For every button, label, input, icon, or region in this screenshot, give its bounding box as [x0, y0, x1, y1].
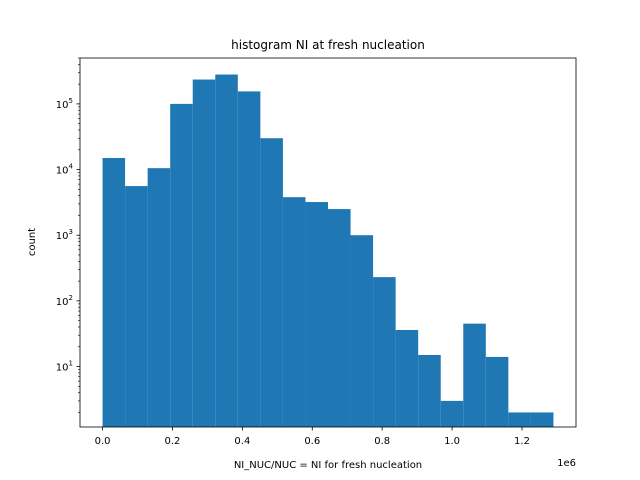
histogram-bar	[282, 197, 306, 427]
histogram-bar	[440, 400, 464, 427]
y-axis-label: count	[27, 228, 38, 256]
x-tick-label: 0.8	[374, 436, 390, 447]
histogram-bar	[350, 235, 374, 427]
y-tick-label: 104	[56, 163, 74, 177]
histogram-bar	[102, 157, 126, 428]
y-tick-label: 105	[56, 97, 73, 111]
histogram-bar	[215, 74, 238, 427]
x-tick-label: 0.0	[95, 436, 111, 447]
histogram-bar	[508, 412, 531, 427]
x-axis-label: NI_NUC/NUC = NI for fresh nucleation	[234, 460, 422, 471]
histogram-bar	[395, 330, 419, 427]
histogram-bar	[125, 186, 148, 427]
y-tick-label: 101	[56, 360, 73, 374]
y-tick-label: 102	[56, 294, 73, 308]
histogram-bar	[147, 168, 171, 427]
x-tick-label: 0.4	[234, 436, 250, 447]
x-tick-label: 1.0	[444, 436, 460, 447]
histogram-bar	[237, 91, 261, 427]
chart-title: histogram NI at fresh nucleation	[231, 38, 425, 52]
histogram-bar	[530, 412, 554, 427]
x-axis-ticks: 0.0 0.2 0.4 0.6 0.8 1.0 1.2	[95, 427, 530, 447]
histogram-bar	[192, 79, 216, 427]
histogram-bar	[373, 277, 396, 427]
x-axis-offset-label: 1e6	[557, 458, 576, 469]
bars-group	[102, 74, 554, 428]
x-tick-label: 0.2	[165, 436, 181, 447]
histogram-bar	[418, 354, 441, 427]
histogram-bar	[305, 202, 328, 427]
histogram-bar	[260, 138, 283, 427]
x-tick-label: 1.2	[514, 436, 530, 447]
plot-frame	[79, 57, 577, 428]
y-axis-ticks: 101 102 103 104 105	[56, 57, 80, 413]
histogram-bar	[485, 356, 509, 427]
histogram-bar	[328, 209, 351, 427]
histogram-bar	[463, 323, 486, 427]
x-tick-label: 0.6	[304, 436, 320, 447]
histogram-bar	[170, 103, 193, 427]
y-tick-label: 103	[56, 228, 73, 242]
